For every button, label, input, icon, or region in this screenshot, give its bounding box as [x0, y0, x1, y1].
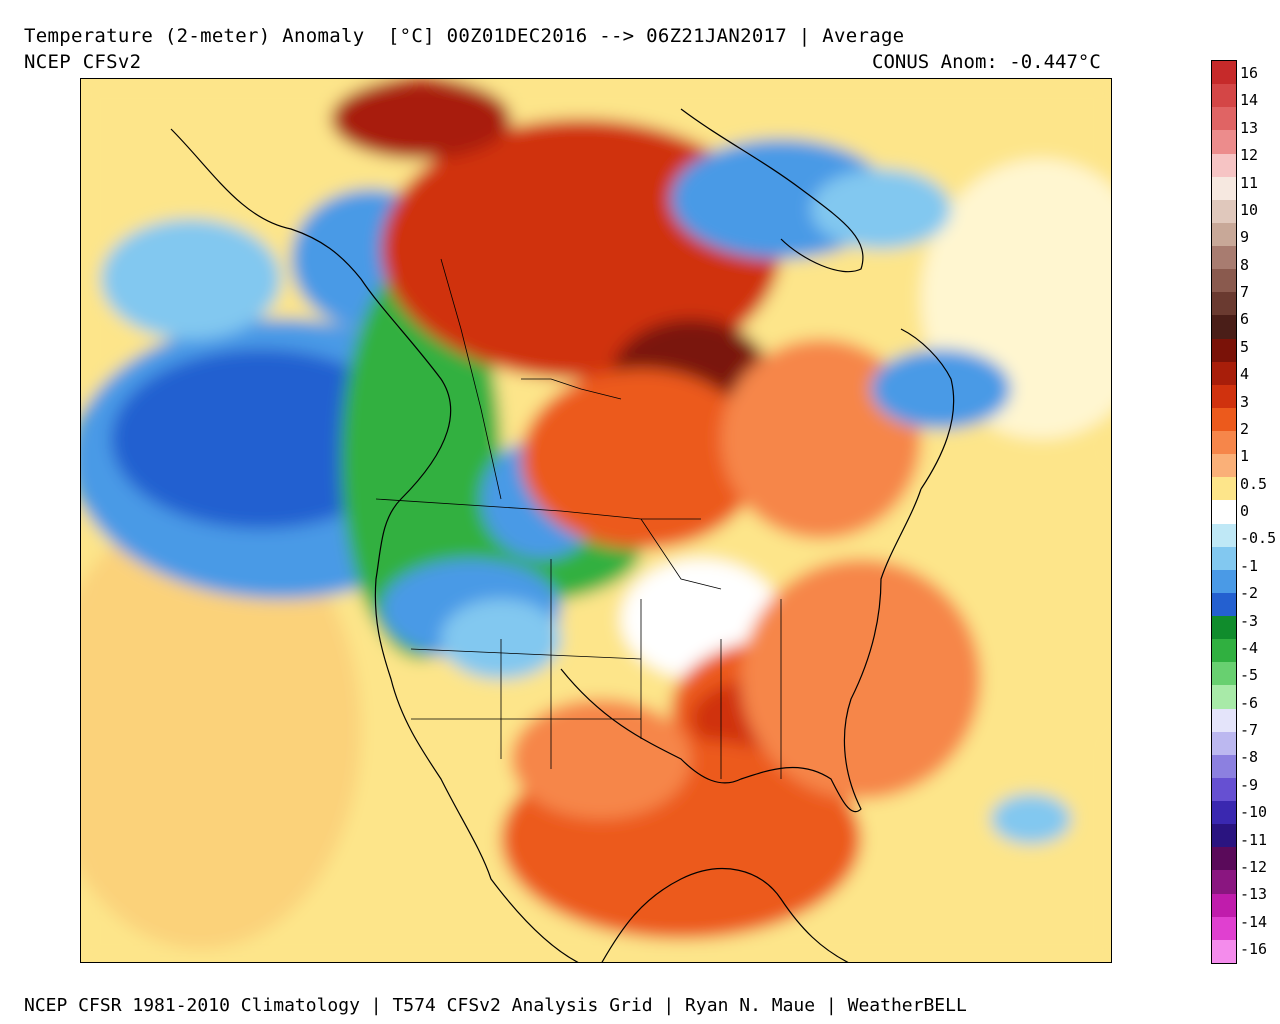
colorbar-tick-label: 8	[1240, 255, 1250, 274]
conus-anomaly-readout: CONUS Anom: -0.447°C	[872, 51, 1101, 73]
colorbar-swatch	[1212, 662, 1236, 686]
colorbar-tick-label: 9	[1240, 228, 1250, 247]
anomaly-map	[80, 78, 1112, 963]
colorbar-swatch	[1212, 639, 1236, 663]
colorbar-tick-label: -16	[1240, 940, 1268, 958]
colorbar-swatch	[1212, 893, 1236, 918]
colorbar-swatch	[1212, 84, 1236, 108]
colorbar-tick-label: 7	[1240, 283, 1250, 301]
model-name: NCEP CFSv2	[24, 51, 142, 73]
colorbar-swatch	[1212, 777, 1236, 802]
colorbar-tick-label: 6	[1240, 310, 1250, 329]
colorbar-swatch	[1212, 315, 1236, 340]
colorbar-swatch	[1212, 176, 1236, 201]
colorbar-swatch	[1212, 107, 1236, 131]
colorbar-swatch	[1212, 153, 1236, 178]
colorbar-tick-label: -9	[1240, 775, 1259, 794]
colorbar-tick-label: -7	[1240, 721, 1259, 739]
anomaly-map-canvas	[81, 79, 1111, 962]
colorbar-tick-label: 13	[1240, 118, 1259, 137]
colorbar-swatch	[1212, 269, 1236, 293]
colorbar-swatch	[1212, 384, 1236, 409]
colorbar-swatch	[1212, 454, 1236, 478]
colorbar-swatch	[1212, 870, 1236, 895]
colorbar-tick-label: -11	[1240, 830, 1268, 849]
colorbar-tick-label: -2	[1240, 584, 1259, 603]
colorbar-swatch	[1212, 338, 1236, 363]
colorbar	[1211, 60, 1237, 964]
colorbar-tick-label: -10	[1240, 803, 1268, 822]
colorbar-swatch	[1212, 685, 1236, 710]
colorbar-tick-label: 0.5	[1240, 474, 1268, 493]
colorbar-tick-label: -4	[1240, 638, 1259, 657]
colorbar-tick-label: 5	[1240, 337, 1250, 356]
coastlines	[170, 108, 955, 962]
political-borders	[375, 258, 782, 779]
anomaly-shading	[81, 79, 1111, 962]
colorbar-tick-label: -8	[1240, 748, 1259, 767]
colorbar-swatch	[1212, 847, 1236, 871]
colorbar-swatch	[1212, 754, 1236, 779]
colorbar-tick-label: -1	[1240, 556, 1259, 575]
colorbar-tick-label: -3	[1240, 611, 1259, 630]
colorbar-swatch	[1212, 916, 1236, 941]
colorbar-swatch	[1212, 407, 1236, 432]
colorbar-tick-label: 3	[1240, 392, 1250, 411]
colorbar-swatch	[1212, 222, 1236, 247]
colorbar-swatch	[1212, 500, 1236, 525]
colorbar-swatch	[1212, 731, 1236, 756]
colorbar-swatch	[1212, 523, 1236, 548]
colorbar-tick-label: -12	[1240, 857, 1268, 876]
colorbar-tick-label: 2	[1240, 419, 1250, 438]
colorbar-swatch	[1212, 801, 1236, 825]
colorbar-tick-label: -6	[1240, 693, 1259, 712]
colorbar-swatch	[1212, 361, 1236, 386]
colorbar-tick-label: -13	[1240, 885, 1268, 904]
map-title: Temperature (2-meter) Anomaly [°C] 00Z01…	[24, 25, 905, 47]
colorbar-swatch	[1212, 431, 1236, 455]
colorbar-swatch	[1212, 246, 1236, 270]
footer-credits: NCEP CFSR 1981-2010 Climatology | T574 C…	[24, 995, 967, 1016]
colorbar-tick-label: -0.5	[1240, 529, 1277, 548]
colorbar-tick-label: 4	[1240, 365, 1250, 384]
colorbar-swatch	[1212, 824, 1236, 848]
colorbar-tick-label: 12	[1240, 146, 1259, 165]
colorbar-tick-label: 1	[1240, 447, 1250, 466]
colorbar-swatch	[1212, 61, 1236, 85]
colorbar-swatch	[1212, 616, 1236, 640]
colorbar-swatch	[1212, 546, 1236, 571]
colorbar-swatch	[1212, 569, 1236, 594]
colorbar-swatch	[1212, 708, 1236, 733]
colorbar-tick-label: 16	[1240, 64, 1259, 82]
colorbar-swatch	[1212, 292, 1236, 316]
colorbar-tick-label: 0	[1240, 502, 1250, 520]
colorbar-swatch	[1212, 199, 1236, 224]
colorbar-swatch	[1212, 130, 1236, 154]
colorbar-tick-label: 11	[1240, 173, 1259, 192]
colorbar-tick-label: 10	[1240, 200, 1259, 219]
colorbar-tick-label: -14	[1240, 912, 1268, 931]
colorbar-swatch	[1212, 592, 1236, 617]
colorbar-tick-label: -5	[1240, 666, 1259, 685]
colorbar-swatch	[1212, 477, 1236, 501]
colorbar-tick-label: 14	[1240, 91, 1259, 110]
colorbar-swatch	[1212, 939, 1236, 964]
